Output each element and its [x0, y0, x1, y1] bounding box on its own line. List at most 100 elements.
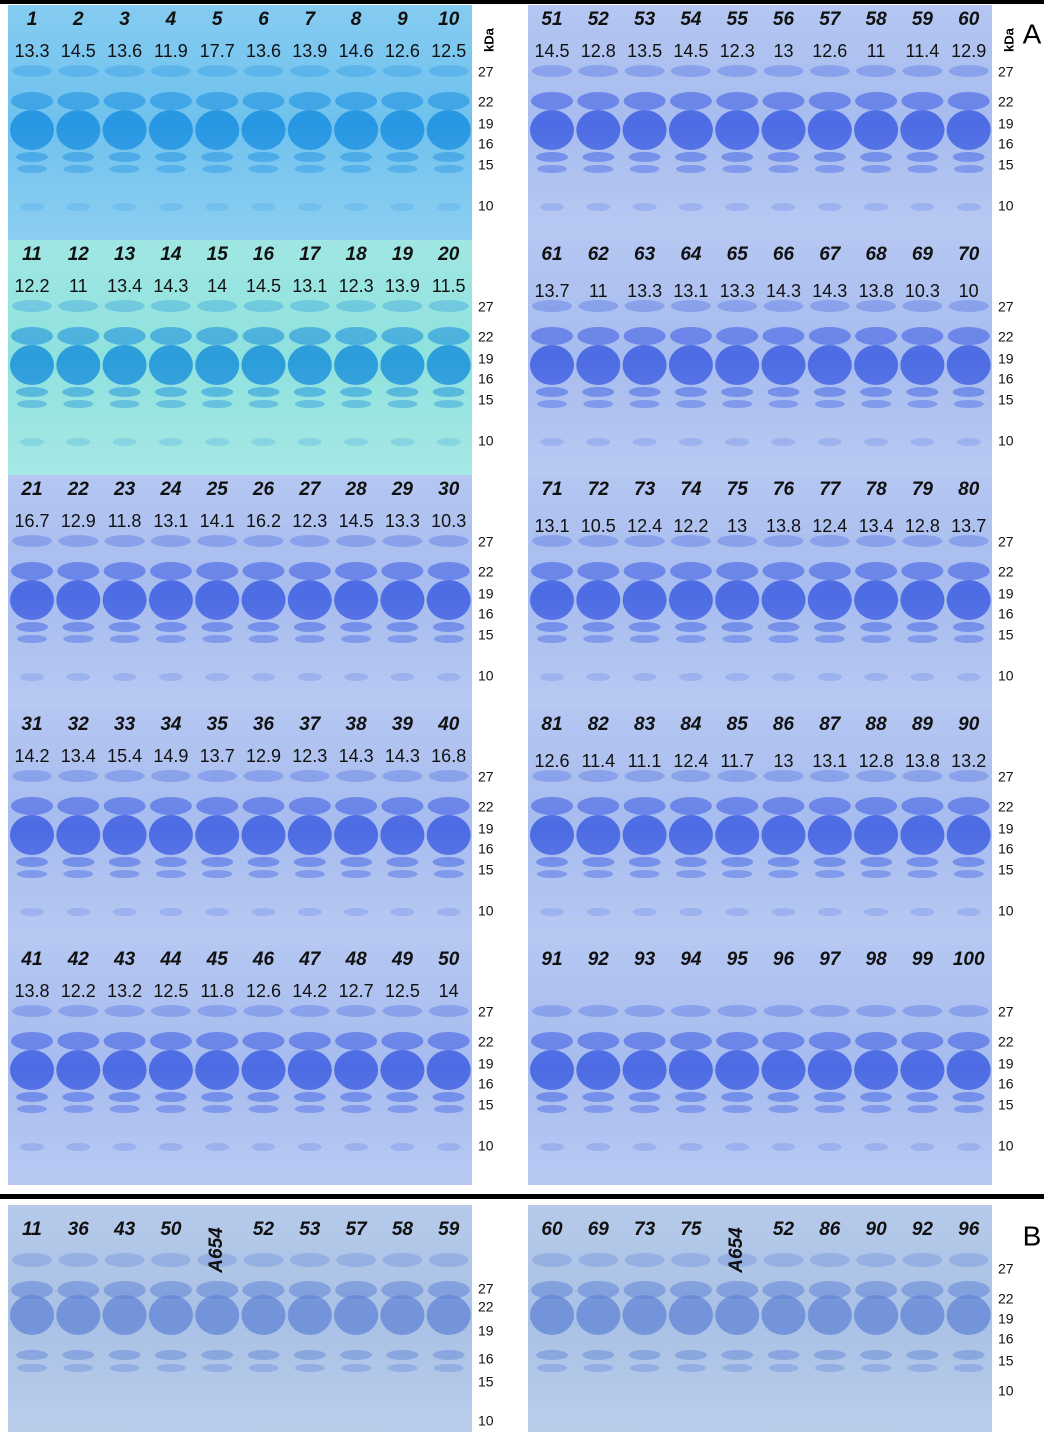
marker-label: 15: [998, 627, 1014, 643]
marker-label: 15: [998, 862, 1014, 878]
lane-label: 75: [727, 479, 749, 500]
lane-label: 28: [345, 479, 368, 500]
marker-label: 10: [478, 1413, 494, 1429]
lane-value: 14.6: [339, 41, 374, 61]
marker-label: 22: [998, 1291, 1014, 1307]
gel-strip: 6113.762116313.36413.16513.36614.36714.3…: [528, 240, 1014, 475]
marker-label: 22: [478, 799, 494, 815]
lane-label: 95: [727, 949, 749, 970]
lane-label: 43: [113, 949, 136, 970]
lane-value: 12.9: [246, 746, 281, 766]
lane-value: 12.8: [859, 751, 894, 771]
lane-label: 67: [819, 244, 842, 265]
lane-label: A654: [206, 1227, 227, 1274]
lane-label: 49: [391, 949, 414, 970]
lane-value: 14.3: [385, 746, 420, 766]
lane-value: 14.2: [14, 746, 49, 766]
lane-label: 40: [437, 714, 460, 735]
lane-label: 73: [634, 479, 656, 500]
lane-value: 13.4: [107, 276, 142, 296]
lane-value: 12.5: [153, 981, 188, 1001]
lane-value: 13.6: [107, 41, 142, 61]
lane-value: 12.3: [292, 511, 327, 531]
marker-label: 22: [998, 799, 1014, 815]
marker-label: 19: [998, 116, 1014, 132]
lane-value: 14.3: [812, 281, 847, 301]
marker-label: 16: [478, 841, 494, 857]
lane-label: 100: [953, 949, 985, 970]
top-rule: [0, 0, 1044, 4]
marker-label: 22: [478, 329, 494, 345]
panel-letter: B: [1023, 1220, 1042, 1251]
lane-label: 42: [67, 949, 90, 970]
lane-value: 13: [773, 751, 793, 771]
lane-value: 12.2: [673, 516, 708, 536]
lane-label: 59: [912, 9, 934, 30]
lane-label: 57: [819, 9, 842, 30]
lane-value: 11: [867, 41, 886, 61]
lane-label: 92: [912, 1219, 934, 1240]
lane-value: 13.1: [292, 276, 327, 296]
marker-label: 10: [998, 903, 1014, 919]
lane-label: 9: [397, 9, 408, 30]
lane-value: 12.5: [385, 981, 420, 1001]
lane-value: 13.7: [951, 516, 986, 536]
lane-value: 13: [773, 41, 793, 61]
lane-value: 13.1: [534, 516, 569, 536]
gel-strip: 1112.212111313.41414.315141614.51713.118…: [8, 240, 494, 475]
marker-label: 27: [998, 1261, 1014, 1277]
lane-value: 14.3: [339, 746, 374, 766]
lane-label: 45: [206, 949, 229, 970]
marker-label: 27: [998, 64, 1014, 80]
lane-value: 14.3: [766, 281, 801, 301]
lane-label: 62: [588, 244, 610, 265]
lane-label: 64: [680, 244, 702, 265]
gel-shade: [528, 945, 992, 1185]
lane-label: 96: [773, 949, 795, 970]
lane-value: 13.9: [292, 41, 327, 61]
lane-value: 11.8: [108, 511, 142, 531]
lane-value: 13.4: [859, 516, 894, 536]
lane-value: 12.2: [61, 981, 96, 1001]
marker-label: 10: [478, 1138, 494, 1154]
lane-label: 61: [541, 244, 562, 265]
lane-label: 21: [20, 479, 42, 500]
marker-label: 19: [478, 821, 494, 837]
lane-label: 88: [866, 714, 888, 735]
lane-value: 13.8: [859, 281, 894, 301]
lane-label: 54: [680, 9, 702, 30]
lane-value: 13.5: [627, 41, 662, 61]
lane-value: 13.7: [200, 746, 235, 766]
lane-value: 12.2: [14, 276, 49, 296]
lane-label: 66: [773, 244, 795, 265]
lane-value: 13.6: [246, 41, 281, 61]
marker-label: 16: [998, 136, 1014, 152]
lane-label: 56: [773, 9, 795, 30]
lane-label: 4: [165, 9, 177, 30]
lane-value: 12.6: [534, 751, 569, 771]
marker-label: 27: [478, 299, 494, 315]
lane-label: 13: [114, 244, 136, 265]
marker-label: 15: [478, 627, 494, 643]
figure: A B 113.3214.5313.6411.9517.7613.6713.98…: [0, 0, 1044, 1432]
lane-label: 31: [21, 714, 42, 735]
lane-label: 74: [680, 479, 702, 500]
lane-label: 35: [207, 714, 229, 735]
lane-value: 14.5: [534, 41, 569, 61]
lane-label: 71: [541, 479, 562, 500]
lane-value: 11: [69, 276, 88, 296]
lane-value: 17.7: [200, 41, 235, 61]
gel-shade: [528, 240, 992, 475]
lane-label: 15: [207, 244, 229, 265]
lane-value: 12.8: [581, 41, 616, 61]
lane-label: 92: [588, 949, 610, 970]
lane-value: 12.4: [627, 516, 662, 536]
lane-label: 58: [392, 1219, 414, 1240]
lane-label: 52: [773, 1219, 795, 1240]
lane-value: 12.3: [720, 41, 755, 61]
marker-label: 27: [478, 1281, 494, 1297]
lane-label: 72: [588, 479, 610, 500]
lane-label: 30: [438, 479, 460, 500]
lane-label: 26: [252, 479, 275, 500]
lane-label: 34: [160, 714, 182, 735]
